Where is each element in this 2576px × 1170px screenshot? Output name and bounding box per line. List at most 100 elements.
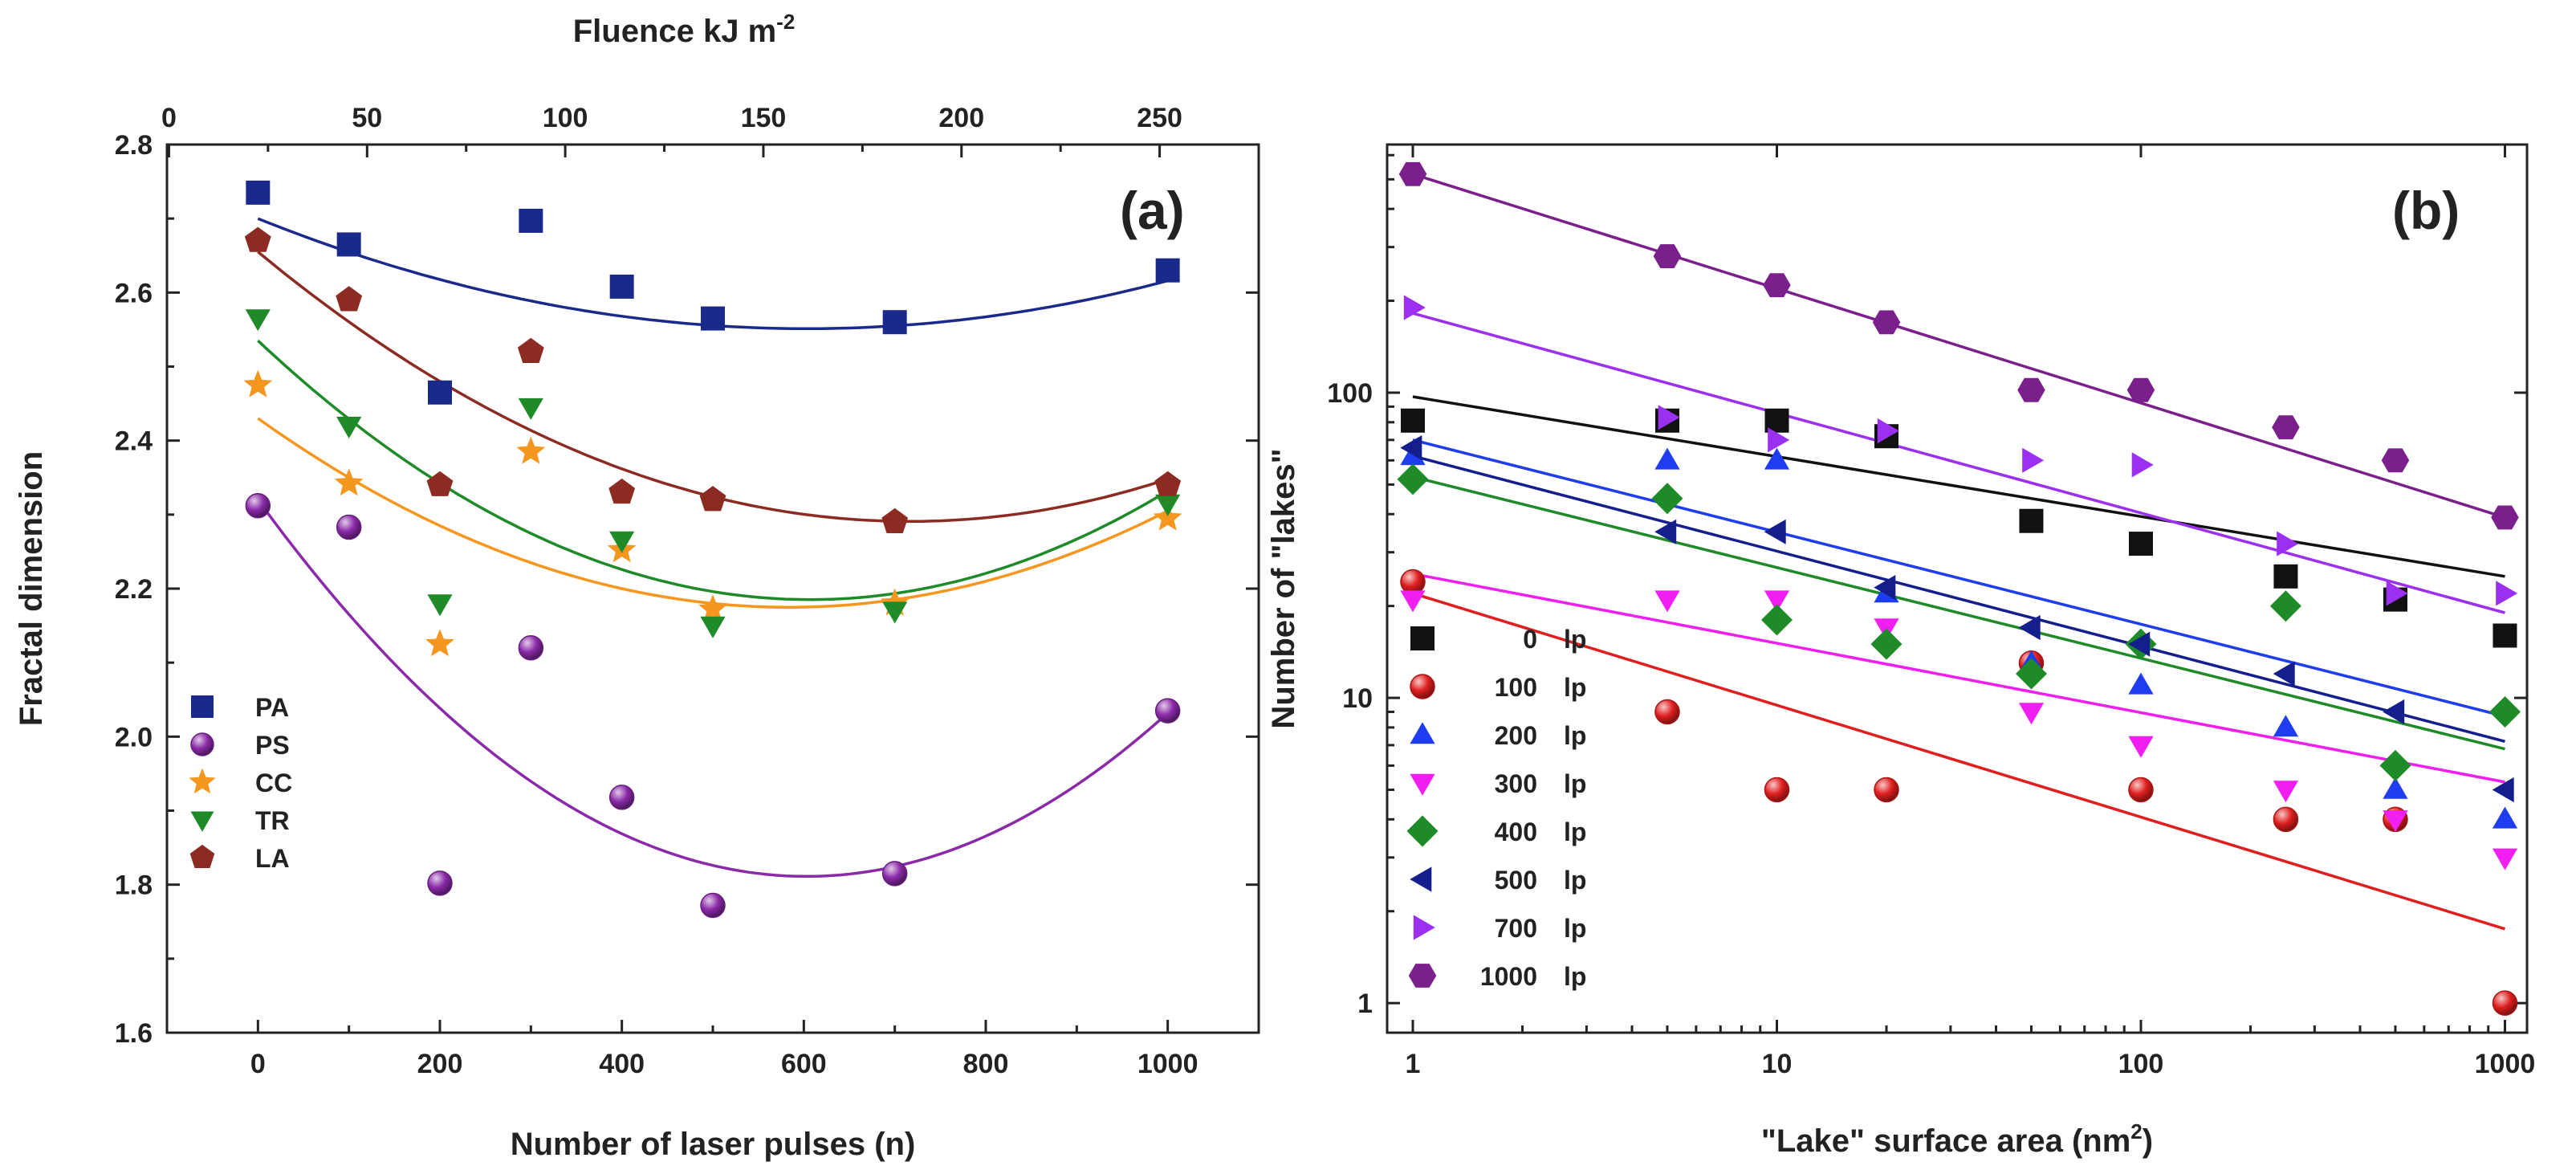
panel-b-fit-400 xyxy=(1412,475,2505,751)
panel-b-point-500 xyxy=(1400,435,1422,461)
panel-b-legend-marker-700 xyxy=(1413,915,1435,940)
panel-b-legend-label: 400 xyxy=(1495,817,1537,846)
panel-a-point-ps xyxy=(881,861,908,887)
panel-a-legend-marker-cc xyxy=(189,768,216,794)
panel-b-legend-label: 0 xyxy=(1523,625,1537,654)
panel-a-point-cc xyxy=(334,468,364,496)
panel-a-x-tick-label: 800 xyxy=(963,1049,1009,1079)
panel-a-top-tick-label: 100 xyxy=(543,103,588,133)
panel-b-point-100 xyxy=(1400,569,1426,595)
panel-b-point-700 xyxy=(2496,581,2518,606)
panel-b-point-1000 xyxy=(1398,161,1427,186)
panel-b-point-400 xyxy=(1761,604,1793,636)
panel-a-point-cc xyxy=(425,629,454,657)
panel-b-x-axis-title-close: ) xyxy=(2143,1123,2153,1159)
panel-b-point-0 xyxy=(2493,623,2517,648)
panel-b-legend-unit: lp xyxy=(1564,914,1586,943)
panel-b-legend-label: 300 xyxy=(1495,769,1537,798)
panel-b-legend-marker-200 xyxy=(1410,722,1435,744)
panel-b-fit-500 xyxy=(1412,455,2505,743)
panel-a-legend-marker-tr xyxy=(190,811,214,832)
panel-b-y-tick-label: 100 xyxy=(1327,378,1373,409)
panel-b-point-1000 xyxy=(2272,415,2300,440)
panel-b-point-700 xyxy=(2277,531,2299,556)
panel-b-point-100 xyxy=(1654,699,1680,725)
panel-b-point-700 xyxy=(2022,447,2045,473)
panel-b-legend-marker-300 xyxy=(1410,773,1435,796)
panel-b-point-100 xyxy=(1874,777,1899,803)
panel-a-point-tr xyxy=(882,601,908,624)
panel-b-x-tick-label: 100 xyxy=(2118,1049,2164,1079)
panel-b-point-500 xyxy=(2492,777,2514,803)
panel-a-legend-marker-ps xyxy=(190,732,214,756)
panel-a-point-cc xyxy=(243,369,273,397)
panel-a-x-tick-label: 600 xyxy=(781,1049,827,1079)
panel-a-top-axis-title: Fluence kJ m-2 xyxy=(573,10,796,49)
panel-b-point-200 xyxy=(1654,447,1680,470)
panel-a-legend-marker-pa xyxy=(191,695,214,718)
panel-b-point-100 xyxy=(2128,777,2154,803)
panel-a-point-tr xyxy=(609,531,635,553)
panel-a-point-ps xyxy=(700,892,726,919)
panel-a-point-tr xyxy=(1155,494,1181,516)
panel-b-legend-unit: lp xyxy=(1564,721,1586,750)
panel-b-point-400 xyxy=(1870,628,1902,660)
panel-a-point-tr xyxy=(518,397,543,420)
panel-a-point-tr xyxy=(700,616,726,638)
panel-b-point-500 xyxy=(1764,519,1786,544)
panel-b-legend-label: 200 xyxy=(1495,721,1537,750)
panel-b-point-200 xyxy=(2492,806,2518,829)
panel-a-y-tick-label: 2.8 xyxy=(115,130,153,161)
panel-b-point-400 xyxy=(2016,658,2047,690)
panel-a-frame xyxy=(165,143,1260,1034)
panel-b-legend-unit: lp xyxy=(1564,962,1586,991)
panel-b-legend-unit: lp xyxy=(1564,866,1586,895)
panel-b-x-axis-title-text: "Lake" surface area (nm xyxy=(1761,1123,2130,1159)
panel-a-point-pa xyxy=(701,306,725,331)
panel-a-point-la xyxy=(1154,471,1182,496)
panel-b-legend-unit: lp xyxy=(1564,817,1586,846)
panel-b-tag: (b) xyxy=(2392,181,2460,240)
panel-a-x-tick-label: 0 xyxy=(250,1049,266,1079)
panel-b-legend-marker-500 xyxy=(1410,866,1432,892)
panel-b-point-400 xyxy=(2489,696,2521,728)
panel-a-point-ps xyxy=(1154,698,1181,724)
panel-b-point-0 xyxy=(2019,508,2044,533)
panel-a-legend-label: LA xyxy=(255,844,290,873)
panel-a-point-ps xyxy=(518,634,544,661)
panel-a-top-tick-label: 150 xyxy=(741,103,787,133)
panel-b-x-axis-title-exponent: 2 xyxy=(2130,1119,2142,1144)
panel-b-point-500 xyxy=(2018,614,2041,641)
panel-b-legend-unit: lp xyxy=(1564,625,1586,654)
panel-a-legend-label: PA xyxy=(255,693,289,722)
panel-b-point-200 xyxy=(1764,447,1790,470)
panel-a-point-tr xyxy=(336,417,362,438)
panel-b-point-300 xyxy=(2383,810,2408,833)
panel-a-point-cc xyxy=(698,594,727,622)
panel-a-point-pa xyxy=(336,232,361,257)
panel-a-x-tick-label: 1000 xyxy=(1137,1049,1198,1079)
panel-a-y-tick-label: 2.6 xyxy=(115,278,153,308)
panel-b-point-700 xyxy=(1658,405,1680,430)
panel-b-point-100 xyxy=(2492,990,2518,1016)
panel-b-x-tick-label: 10 xyxy=(1762,1049,1793,1079)
panel-a-point-ps xyxy=(336,514,362,540)
panel-a-y-axis-title: Fractal dimension xyxy=(14,451,49,726)
panel-b-point-100 xyxy=(1764,777,1790,803)
panel-b-legend-marker-0 xyxy=(1410,626,1435,650)
panel-b-point-0 xyxy=(2128,532,2153,556)
panel-a-chart: 1.61.82.02.22.42.62.8 0 200 400 600 800 1000 … xyxy=(14,10,1260,1162)
panel-a-point-pa xyxy=(246,180,271,205)
panel-b-point-1000 xyxy=(2491,505,2519,530)
panel-a-legend-label: TR xyxy=(255,806,290,835)
panel-b-point-200 xyxy=(2273,715,2298,737)
panel-b-point-300 xyxy=(1400,590,1426,613)
panel-a-point-cc xyxy=(1153,503,1182,531)
panel-a-x-tick-label: 400 xyxy=(599,1049,645,1079)
panel-a-fit-ps xyxy=(256,499,1169,879)
panel-b-point-0 xyxy=(1401,408,1426,433)
panel-a-legend: PA PS CC TR LA xyxy=(189,693,292,873)
panel-a-point-la xyxy=(244,226,271,252)
panel-a-point-pa xyxy=(519,208,543,233)
